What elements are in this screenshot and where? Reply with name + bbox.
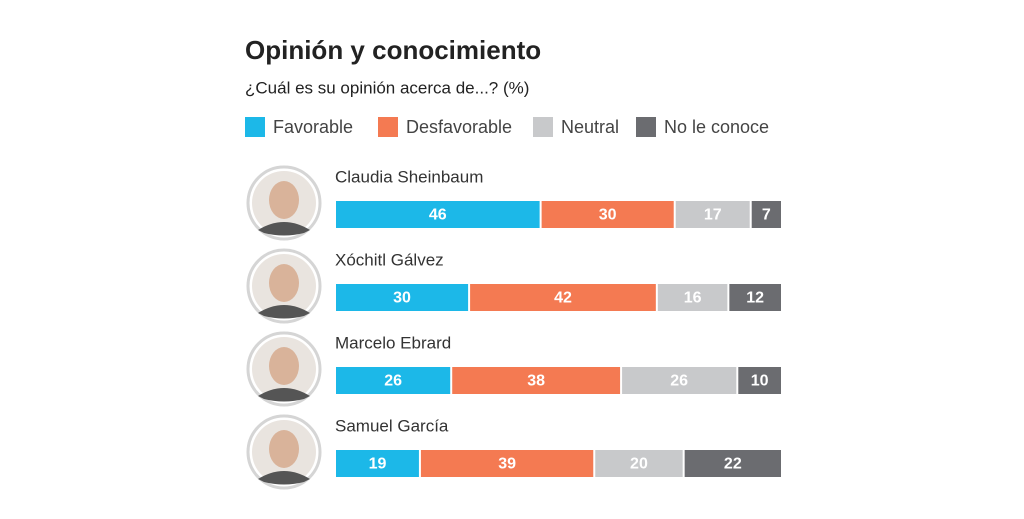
bar-segment	[336, 284, 469, 311]
bar-segment	[595, 450, 683, 477]
value-label: 20	[630, 456, 648, 473]
legend-swatch	[533, 117, 553, 137]
value-label: 42	[554, 290, 572, 307]
bar-segment	[729, 284, 781, 311]
bar-segment	[751, 201, 781, 228]
value-label: 46	[429, 207, 447, 224]
chart-subtitle: ¿Cuál es su opinión acerca de...? (%)	[245, 78, 529, 97]
value-label: 26	[670, 373, 688, 390]
value-label: 30	[393, 290, 411, 307]
value-label: 22	[724, 456, 742, 473]
value-label: 19	[369, 456, 387, 473]
bar-segment	[336, 450, 419, 477]
legend-label: Neutral	[561, 117, 619, 137]
bar-segment	[541, 201, 674, 228]
value-label: 16	[684, 290, 702, 307]
chart-title: Opinión y conocimiento	[245, 35, 541, 65]
value-label: 26	[384, 373, 402, 390]
value-label: 39	[498, 456, 516, 473]
avatar-face	[269, 181, 299, 219]
bar-segment	[420, 450, 594, 477]
bar-segment	[336, 367, 451, 394]
bar-segment	[452, 367, 621, 394]
bar-segment	[675, 201, 750, 228]
avatar-body	[258, 305, 310, 319]
bar-segment	[738, 367, 781, 394]
legend-label: No le conoce	[664, 117, 769, 137]
avatar-face	[269, 264, 299, 302]
bar-segment	[336, 201, 540, 228]
avatar-body	[258, 388, 310, 402]
category-label: Marcelo Ebrard	[335, 333, 451, 352]
legend-swatch	[636, 117, 656, 137]
bar-segment	[657, 284, 728, 311]
category-label: Samuel García	[335, 416, 449, 435]
value-label: 17	[704, 207, 722, 224]
bar-segment	[684, 450, 781, 477]
avatar-body	[258, 222, 310, 236]
legend-swatch	[378, 117, 398, 137]
value-label: 10	[751, 373, 769, 390]
category-label: Claudia Sheinbaum	[335, 167, 483, 186]
value-label: 7	[762, 207, 771, 224]
avatar-face	[269, 347, 299, 385]
bar-segment	[470, 284, 656, 311]
value-label: 12	[746, 290, 764, 307]
avatar-body	[258, 471, 310, 485]
legend-label: Desfavorable	[406, 117, 512, 137]
avatar-face	[269, 430, 299, 468]
category-label: Xóchitl Gálvez	[335, 250, 444, 269]
legend-label: Favorable	[273, 117, 353, 137]
value-label: 30	[599, 207, 617, 224]
legend-swatch	[245, 117, 265, 137]
bar-segment	[622, 367, 737, 394]
value-label: 38	[527, 373, 545, 390]
